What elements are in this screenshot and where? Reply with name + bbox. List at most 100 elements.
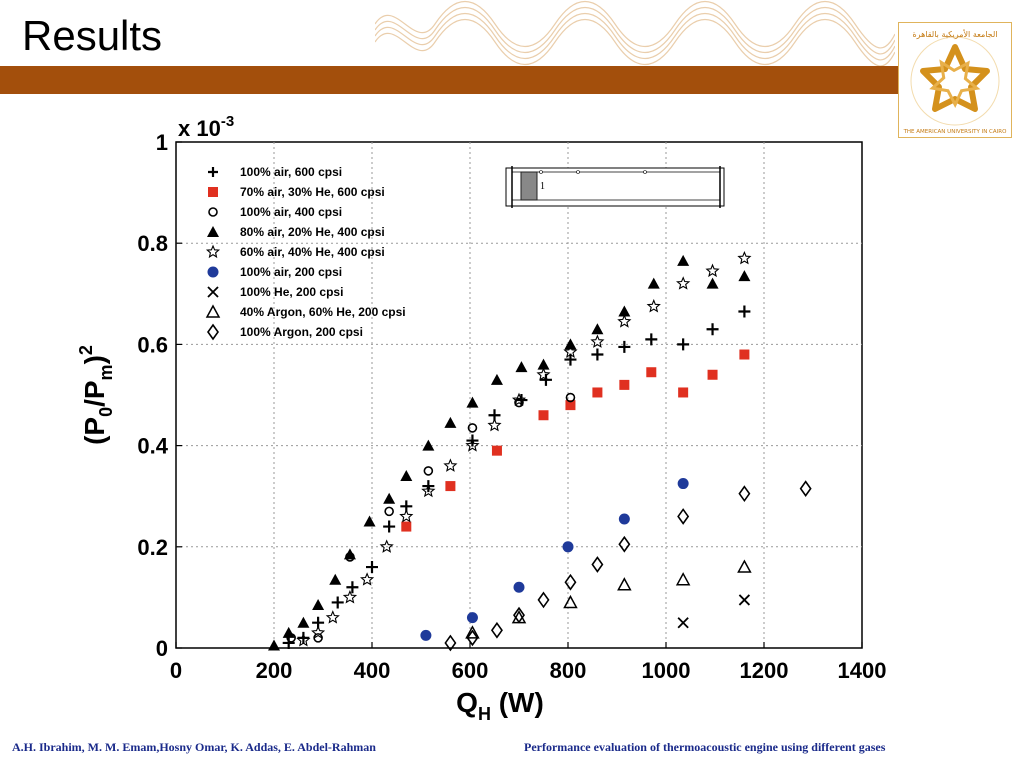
data-point [466,629,479,647]
data-point [444,634,457,652]
data-point [707,369,718,380]
slide-title: Results [22,12,163,59]
data-point [799,480,812,497]
data-point [536,367,551,381]
x-tick-label: 0 [170,658,182,683]
data-point [465,438,480,452]
inset-diagram: 1 [505,166,725,208]
data-point [268,639,280,651]
data-point [445,481,456,492]
data-point [491,445,502,456]
data-point [466,612,478,624]
data-point [511,392,527,407]
data-point [562,541,574,553]
x-tick-label: 1000 [642,658,691,683]
y-tick-label: 0.2 [137,535,168,560]
data-point [564,338,577,350]
legend-marker [207,286,219,298]
data-point [563,594,578,609]
y-tick-label: 0.8 [137,231,168,256]
title-band [0,66,898,94]
y-tick-label: 0.4 [137,434,168,459]
legend-label: 100% Argon, 200 cpsi [240,325,363,339]
legend-marker [207,266,219,278]
legend-label: 70% air, 30% He, 600 cpsi [240,185,385,199]
x-tick-label: 1200 [740,658,789,683]
legend-label: 100% air, 400 cpsi [240,205,342,219]
data-point [383,492,396,504]
data-point [737,559,752,573]
data-point [618,513,630,525]
data-point [738,594,751,606]
footer-title: Performance evaluation of thermoacoustic… [524,740,886,754]
y-multiplier-label: x 10-3 [178,113,234,141]
x-tick-label: 600 [452,658,489,683]
data-point [515,361,528,373]
data-point [466,396,479,408]
y-tick-label: 1 [156,130,168,155]
data-point [737,250,752,265]
data-point [678,387,689,398]
legend-marker [208,207,218,217]
data-point [400,469,413,481]
data-point [565,392,576,403]
data-point [564,573,577,591]
data-point [618,340,631,353]
data-point [647,277,660,289]
data-point [706,323,719,336]
data-point [537,591,550,609]
inset-label: 1 [540,181,545,192]
data-point [282,636,295,649]
data-point [467,423,478,433]
series-7 [677,594,751,629]
x-tick-label: 800 [550,658,587,683]
data-point [329,573,342,585]
logo-text-bottom: THE AMERICAN UNIVERSITY IN CAIRO [903,129,1008,135]
data-point [591,348,604,361]
data-point [705,263,720,278]
data-point [443,458,458,472]
data-point [617,577,632,591]
data-point [564,353,577,366]
series-4 [268,254,751,651]
data-point [592,387,603,398]
data-point [363,515,376,527]
data-point [325,610,340,624]
data-point [383,520,396,533]
data-points [268,250,812,652]
data-point [618,535,631,553]
data-point [646,298,661,313]
data-point [421,483,436,498]
legend: 100% air, 600 cpsi 70% air, 30% He, 600 c… [205,165,406,341]
data-point [513,606,525,624]
y-axis-label: (P0/Pm)2 [76,345,116,445]
data-point [739,349,750,360]
data-point [675,572,691,586]
axis-ticks: 0 200 400 600 800 1000 1200 1400 0 0.2 0.4 0.6 0.8 1 [137,130,886,683]
x-tick-label: 400 [354,658,391,683]
footer-authors: A.H. Ibrahim, M. M. Emam,Hosny Omar, K. … [12,740,376,754]
series-5 [296,250,752,647]
data-point [619,379,630,390]
data-point [423,466,434,476]
data-point [591,323,604,335]
y-tick-label: 0.6 [137,332,168,357]
data-point [677,508,690,525]
data-point [360,572,375,586]
legend-label: 100% He, 200 cpsi [240,285,343,299]
data-point [465,625,480,639]
legend-marker [207,323,219,341]
data-point [366,561,378,574]
y-tick-label: 0 [156,636,168,661]
legend-marker [208,167,218,177]
logo-text-top: الجامعة الأمريكية بالقاهرة [912,29,997,39]
data-point [379,539,394,553]
data-point [343,548,356,560]
data-point [331,596,344,609]
decorative-waves [375,0,895,66]
data-point [513,581,525,593]
legend-label: 60% air, 40% He, 400 cpsi [240,245,385,259]
legend-label: 100% air, 600 cpsi [240,165,342,179]
data-point [282,626,295,638]
data-point [420,629,432,641]
